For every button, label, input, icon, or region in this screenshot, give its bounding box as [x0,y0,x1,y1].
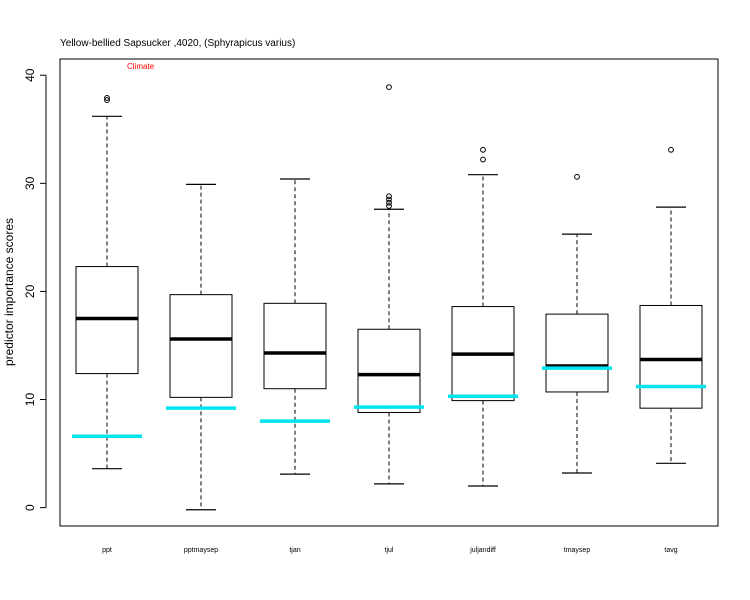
x-tick-label: juljandiff [469,547,496,554]
x-tick-label: pptmaysep [184,547,218,554]
boxes-group [72,84,706,511]
outlier-point [386,199,392,206]
x-tick-label: tjul [385,547,394,554]
y-axis-label: predictor importance scores [2,218,16,366]
outlier-point [386,196,392,203]
box-4 [448,146,518,487]
outlier-point [480,146,486,153]
outlier-point [668,146,674,153]
outlier-point [104,97,110,103]
iqr-box [545,313,609,393]
climate-annotation: Climate [127,62,155,71]
outlier-point [386,84,392,91]
plot-frame [59,58,719,527]
y-tick-label: 10 [23,393,37,407]
x-axis-labels: ppt pptmaysep tjan tjul juljandiff tmaysep tav… [102,547,678,554]
iqr-box [639,304,703,409]
x-tick-label: ppt [102,547,112,554]
iqr-box [169,294,233,398]
y-tick-label: 20 [23,284,37,298]
iqr-box [357,328,421,413]
outlier-point [386,203,392,209]
outlier-point [480,156,486,163]
outlier-point [104,95,110,101]
y-tick-label: 0 [23,504,37,511]
chart-title: Yellow-bellied Sapsucker ,4020, (Sphyrap… [60,38,295,49]
iqr-box [263,302,327,390]
box-6 [636,146,706,464]
box-5 [542,173,612,474]
y-axis: 0 10 20 30 40 [23,68,47,511]
x-tick-label: tjan [289,547,300,554]
outlier-point [386,193,392,200]
x-tick-label: tmaysep [564,547,591,554]
box-1 [166,183,236,511]
box-0 [72,95,142,470]
outlier-point [574,173,580,180]
box-2 [260,178,330,475]
y-tick-label: 40 [23,68,37,82]
box-3 [354,84,424,485]
x-tick-label: tavg [664,547,677,554]
y-tick-label: 30 [23,176,37,190]
